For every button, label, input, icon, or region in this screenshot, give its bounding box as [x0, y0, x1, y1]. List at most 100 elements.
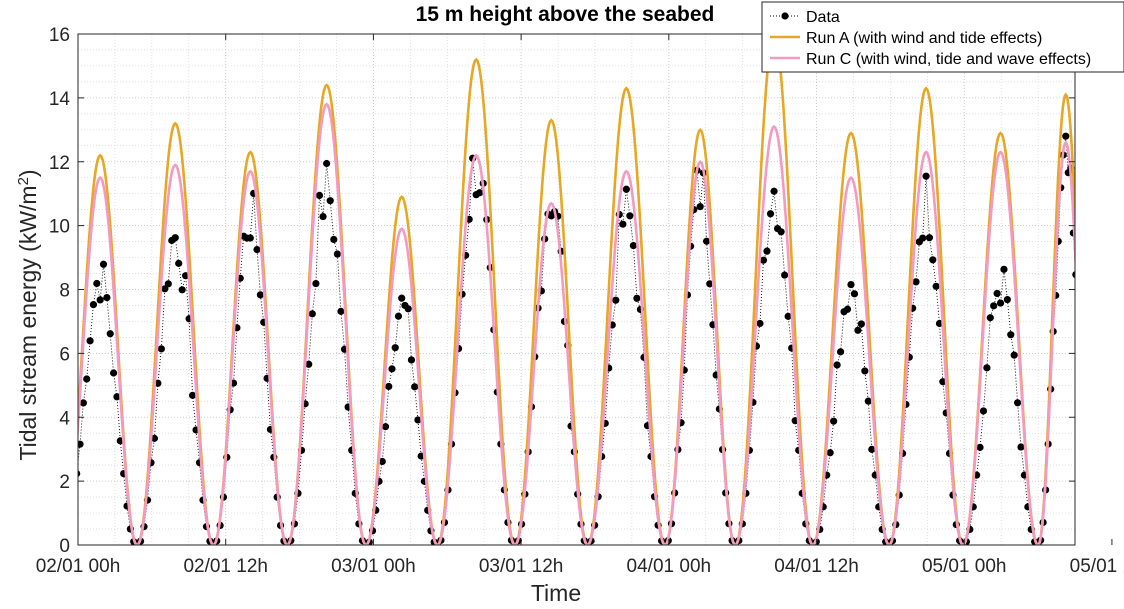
- data-point: [256, 291, 264, 299]
- data-point: [164, 280, 172, 288]
- data-point: [188, 391, 197, 399]
- data-point: [996, 299, 1005, 307]
- x-axis-label: Time: [531, 580, 581, 606]
- data-point: [619, 220, 627, 228]
- data-point: [925, 234, 934, 242]
- legend-label: Run C (with wind, tide and wave effects): [806, 51, 1091, 68]
- data-point: [93, 279, 101, 288]
- data-point: [629, 241, 638, 250]
- data-point: [99, 260, 108, 268]
- data-point: [696, 203, 704, 211]
- data-point: [79, 399, 87, 407]
- data-dotted-line: [78, 136, 1075, 545]
- x-tick-label: 05/01 12h: [1070, 556, 1124, 577]
- data-point: [826, 449, 834, 457]
- data-point: [861, 367, 869, 375]
- data-point: [763, 247, 771, 255]
- legend-box: [761, 1, 1124, 73]
- y-axis-label-main: Tidal stream energy (kW/m: [15, 185, 41, 460]
- data-point: [326, 197, 334, 205]
- data-point: [414, 416, 422, 424]
- data-point: [381, 423, 390, 431]
- data-point: [178, 286, 186, 294]
- data-point: [404, 305, 412, 313]
- data-point: [868, 445, 876, 453]
- data-point: [929, 256, 937, 264]
- y-axis-label-end: ): [15, 169, 41, 177]
- data-point: [96, 296, 104, 304]
- legend-entry: Run C (with wind, tide and wave effects): [770, 51, 1091, 68]
- data-point: [388, 365, 396, 373]
- data-point: [993, 289, 1001, 298]
- data-point: [109, 369, 118, 377]
- data-point: [976, 443, 984, 451]
- data-point: [253, 245, 261, 254]
- data-point: [781, 271, 789, 279]
- data-point: [919, 234, 927, 242]
- data-point: [308, 310, 316, 318]
- data-point: [337, 307, 345, 315]
- data-point: [777, 228, 785, 236]
- data-point: [857, 320, 865, 328]
- data-point: [830, 417, 838, 425]
- series-run-c-line: [78, 102, 1075, 545]
- data-point: [78, 440, 84, 448]
- data-point: [103, 293, 111, 302]
- data-point: [391, 344, 399, 352]
- legend-entry: Data: [770, 9, 840, 26]
- data-point: [864, 397, 872, 405]
- data-point: [106, 330, 114, 338]
- x-tick-label: 03/01 00h: [331, 556, 416, 577]
- chart-title: 15 m height above the seabed: [416, 3, 715, 26]
- data-point: [315, 191, 324, 200]
- data-point: [1010, 351, 1018, 359]
- y-tick-label: 8: [59, 281, 70, 302]
- y-axis-label: Tidal stream energy (kW/m2): [15, 169, 41, 460]
- data-point: [333, 250, 341, 258]
- data-point: [385, 382, 393, 391]
- data-point: [836, 348, 845, 356]
- x-tick-label: 05/01 00h: [922, 556, 1007, 577]
- data-point: [986, 314, 994, 322]
- y-tick-label: 4: [59, 408, 70, 429]
- data-point: [171, 234, 179, 242]
- y-tick-label: 14: [49, 89, 71, 110]
- data-point: [912, 278, 920, 286]
- data-point: [702, 237, 711, 245]
- data-point: [1062, 132, 1070, 140]
- data-point: [319, 212, 327, 221]
- data-point: [330, 235, 338, 244]
- data-point: [1072, 271, 1075, 279]
- data-point: [1000, 265, 1008, 273]
- data-point: [770, 187, 778, 195]
- ticks: 0 2 4 6 8 10 12 14 16 02/01 00h 02/01 12h 03/01 00h…: [36, 25, 1124, 577]
- x-tick-label: 02/01 12h: [183, 556, 268, 577]
- data-point: [378, 457, 386, 466]
- data-point: [83, 375, 91, 383]
- y-axis-label-sup: 2: [15, 177, 32, 185]
- data-point: [411, 383, 419, 391]
- data-point: [113, 393, 121, 401]
- data-point: [850, 290, 859, 298]
- y-tick-label: 10: [49, 217, 70, 238]
- data-point: [323, 159, 331, 168]
- data-point: [633, 294, 641, 302]
- data-point: [305, 360, 313, 368]
- data-point: [983, 364, 991, 372]
- y-tick-label: 12: [49, 153, 70, 174]
- data-point: [246, 234, 254, 242]
- y-tick-label: 6: [59, 344, 70, 365]
- data-point: [476, 189, 484, 197]
- legend-label: Run A (with wind and tide effects): [806, 30, 1042, 47]
- series-layer: [78, 32, 1075, 545]
- data-point: [766, 210, 775, 218]
- data-point: [157, 345, 165, 353]
- data-point: [1003, 295, 1011, 304]
- data-point: [398, 294, 406, 302]
- x-tick-label: 03/01 12h: [479, 556, 564, 577]
- data-point: [78, 470, 81, 477]
- data-point: [150, 434, 159, 442]
- data-point: [407, 356, 416, 364]
- data-point: [706, 280, 714, 288]
